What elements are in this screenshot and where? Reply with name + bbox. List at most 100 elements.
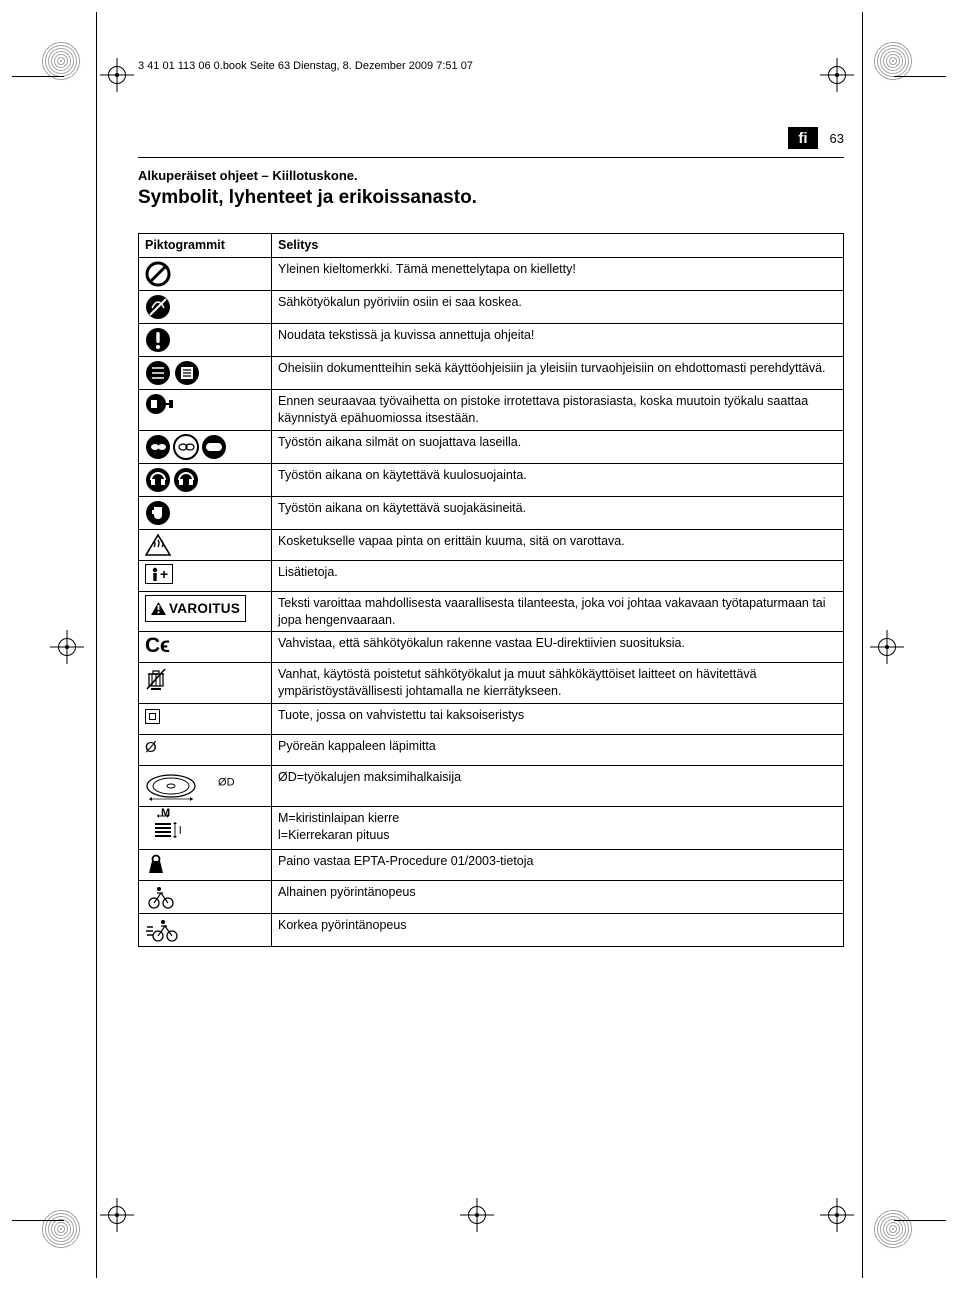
table-row: Kosketukselle vapaa pinta on erittäin ku…: [139, 529, 844, 560]
table-row: Työstön aikana on käytettävä kuulosuojai…: [139, 463, 844, 496]
table-row: VAROITUS Teksti varoittaa mahdollisesta …: [139, 591, 844, 632]
trim-line: [12, 76, 64, 77]
table-row: Sähkötyökalun pyöriviin osiin ei saa kos…: [139, 290, 844, 323]
pictogram-cell: M l: [139, 807, 272, 850]
iplus-icon: +: [145, 568, 173, 582]
table-row: Paino vastaa EPTA-Procedure 01/2003-tiet…: [139, 850, 844, 881]
book-header: 3 41 01 113 06 0.book Seite 63 Dienstag,…: [138, 60, 844, 72]
crosshair-mark: [460, 1198, 494, 1232]
pictogram-cell: VAROITUS: [139, 591, 272, 632]
pictogram-cell: C ϵ: [139, 632, 272, 663]
trim-line: [96, 12, 97, 1278]
page-header: fi 63: [138, 122, 844, 158]
table-row: Korkea pyörintänopeus: [139, 914, 844, 947]
crosshair-mark: [820, 1198, 854, 1232]
pictogram-cell: [139, 430, 272, 463]
info-bang-icon: [145, 332, 171, 346]
explanation-cell: Työstön aikana on käytettävä suojakäsine…: [272, 496, 844, 529]
table-row: Alhainen pyörintänopeus: [139, 881, 844, 914]
pictogram-cell: [139, 914, 272, 947]
slow-bike-icon: [145, 889, 175, 903]
explanation-cell: Paino vastaa EPTA-Procedure 01/2003-tiet…: [272, 850, 844, 881]
table-header-pictograms: Piktogrammit: [139, 234, 272, 258]
pictogram-cell: [139, 323, 272, 356]
table-row: + Lisätietoja.: [139, 560, 844, 591]
table-row: Vanhat, käytöstä poistetut sähkötyökalut…: [139, 663, 844, 704]
explanation-cell: Kosketukselle vapaa pinta on erittäin ku…: [272, 529, 844, 560]
table-row: Ennen seuraavaa työvaihetta on pistoke i…: [139, 389, 844, 430]
explanation-cell: Ennen seuraavaa työvaihetta on pistoke i…: [272, 389, 844, 430]
disc-icon: [145, 778, 215, 792]
pictogram-cell: [139, 257, 272, 290]
registration-mark: [40, 1208, 82, 1250]
table-row: C ϵ Vahvistaa, että sähkötyökalun rakenne…: [139, 632, 844, 663]
ce-icon: C ϵ: [145, 641, 169, 655]
trim-line: [894, 1220, 946, 1221]
content-area: 3 41 01 113 06 0.book Seite 63 Dienstag,…: [138, 60, 844, 1190]
explanation-cell: Vanhat, käytöstä poistetut sähkötyökalut…: [272, 663, 844, 704]
explanation-cell: Teksti varoittaa mahdollisesta vaarallis…: [272, 591, 844, 632]
pictogram-cell: [139, 496, 272, 529]
table-row: Työstön aikana silmät on suojattava lase…: [139, 430, 844, 463]
fast-bike-icon: [145, 922, 181, 936]
pictogram-cell: [139, 463, 272, 496]
no-touch-icon: [145, 299, 171, 313]
pictogram-cell: Ø: [139, 735, 272, 766]
trim-line: [12, 1220, 64, 1221]
pictogram-cell: [139, 529, 272, 560]
ear-icon: [145, 472, 201, 486]
trim-line: [894, 76, 946, 77]
warning-label: VAROITUS: [169, 600, 240, 618]
explanation-cell: Sähkötyökalun pyöriviin osiin ei saa kos…: [272, 290, 844, 323]
explanation-cell: Lisätietoja.: [272, 560, 844, 591]
pictogram-cell: [139, 704, 272, 735]
table-row: Yleinen kieltomerkki. Tämä menettelytapa…: [139, 257, 844, 290]
docs-icon: [145, 365, 201, 379]
table-row: Oheisiin dokumentteihin sekä käyttöohjei…: [139, 356, 844, 389]
explanation-cell: Noudata tekstissä ja kuvissa annettuja o…: [272, 323, 844, 356]
weee-icon: [145, 672, 167, 686]
pictogram-cell: ØD: [139, 766, 272, 807]
double-insulation-icon: [145, 713, 160, 727]
explanation-cell: Työstön aikana silmät on suojattava lase…: [272, 430, 844, 463]
prohibit-icon: [145, 266, 171, 280]
explanation-cell: Yleinen kieltomerkki. Tämä menettelytapa…: [272, 257, 844, 290]
pictogram-cell: +: [139, 560, 272, 591]
pictogram-cell: [139, 290, 272, 323]
diameter-symbol: Ø: [145, 739, 157, 756]
explanation-cell: Työstön aikana on käytettävä kuulosuojai…: [272, 463, 844, 496]
trim-line: [862, 12, 863, 1278]
crosshair-mark: [100, 58, 134, 92]
unplug-icon: [145, 396, 175, 410]
pictogram-cell: [139, 356, 272, 389]
crosshair-mark: [870, 630, 904, 664]
explanation-cell: Vahvistaa, että sähkötyökalun rakenne va…: [272, 632, 844, 663]
page-number: 63: [830, 131, 844, 146]
page: 3 41 01 113 06 0.book Seite 63 Dienstag,…: [0, 0, 954, 1290]
pictogram-table: Piktogrammit Selitys Yleinen kieltomerkk…: [138, 233, 844, 947]
explanation-cell: ØD=työkalujen maksimihalkaisija: [272, 766, 844, 807]
registration-mark: [872, 1208, 914, 1250]
explanation-cell: Alhainen pyörintänopeus: [272, 881, 844, 914]
disc-label: ØD: [215, 776, 235, 788]
warning-badge: VAROITUS: [145, 595, 246, 622]
table-row: Noudata tekstissä ja kuvissa annettuja o…: [139, 323, 844, 356]
pictogram-cell: [139, 850, 272, 881]
table-row: Työstön aikana on käytettävä suojakäsine…: [139, 496, 844, 529]
hot-icon: [145, 537, 171, 551]
crosshair-mark: [100, 1198, 134, 1232]
crosshair-mark: [50, 630, 84, 664]
goggles-icon: [145, 439, 227, 453]
table-row: ØD ØD=työkalujen maksimihalkaisija: [139, 766, 844, 807]
gloves-icon: [145, 505, 171, 519]
language-badge: fi: [788, 127, 817, 149]
explanation-cell: Oheisiin dokumentteihin sekä käyttöohjei…: [272, 356, 844, 389]
explanation-cell: Korkea pyörintänopeus: [272, 914, 844, 947]
thread-icon: M l: [145, 810, 191, 846]
explanation-cell: Pyöreän kappaleen läpimitta: [272, 735, 844, 766]
pictogram-cell: [139, 881, 272, 914]
title: Symbolit, lyhenteet ja erikoissanasto.: [138, 187, 844, 209]
pictogram-cell: [139, 663, 272, 704]
subtitle: Alkuperäiset ohjeet – Kiillotuskone.: [138, 168, 844, 183]
table-row: M l M=kiristinlaipan kierre l=Kierrekara…: [139, 807, 844, 850]
